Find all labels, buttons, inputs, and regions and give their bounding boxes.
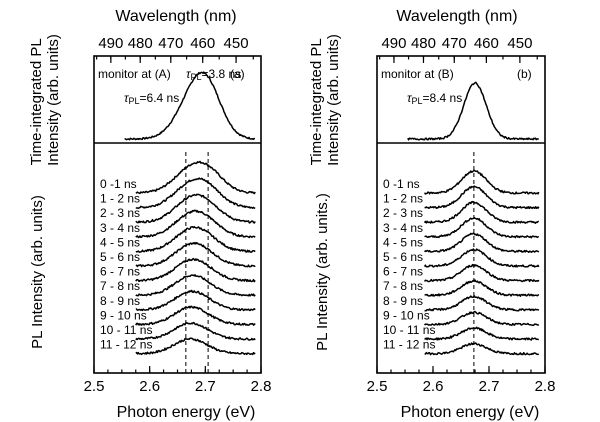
top-tick-label: 470 [158, 35, 183, 52]
panel-a: Wavelength (nm) 490 480 470 460 450 2.5 2.6 2.… [28, 8, 271, 421]
integrated-spectrum-curve [407, 81, 539, 141]
time-resolved-spectrum [135, 177, 256, 210]
time-resolved-spectrum [135, 225, 256, 253]
time-window-label: 0 -1 ns [100, 177, 137, 191]
time-resolved-spectrum [135, 241, 256, 268]
bottom-tick-label: 2.5 [84, 378, 105, 395]
time-resolved-spectrum [424, 279, 540, 297]
panel-a-top-axis-label: Wavelength (nm) [115, 8, 236, 25]
time-resolved-spectrum [423, 200, 539, 224]
top-tick-label: 470 [442, 35, 467, 52]
time-window-label: 11 - 12 ns [383, 338, 435, 352]
panel-a-lower-ylabel: PL Intensity (arb. units) [29, 195, 46, 349]
time-window-label: 9 - 10 ns [100, 308, 147, 322]
time-resolved-spectrum [135, 160, 256, 195]
time-resolved-spectrum [424, 295, 540, 312]
panel-b-monitor-label: monitor at (B) [381, 67, 454, 81]
time-resolved-spectrum [423, 248, 540, 268]
top-tick-label: 450 [507, 35, 532, 52]
bottom-tick-label: 2.6 [139, 378, 160, 395]
time-window-label: 2 - 3 ns [100, 206, 140, 220]
time-window-label: 9 - 10 ns [383, 308, 430, 322]
time-resolved-spectrum [424, 185, 540, 210]
bottom-tick-label: 2.8 [535, 378, 556, 395]
panel-a-tau-6-4: τPL=6.4 ns [124, 91, 179, 106]
bottom-tick-label: 2.5 [367, 378, 388, 395]
time-window-label: 0 -1 ns [383, 177, 420, 191]
time-resolved-spectrum [424, 216, 539, 239]
panel-b-lower-ylabel: PL Intensity (arb. units.) [314, 193, 331, 351]
time-resolved-spectrum [135, 321, 256, 341]
time-window-label: 8 - 9 ns [383, 294, 423, 308]
time-window-label: 3 - 4 ns [383, 221, 423, 235]
panel-a-label: (a) [230, 67, 245, 81]
time-window-label: 8 - 9 ns [100, 294, 140, 308]
panel-b-top-ticks: 490 480 470 460 450 [379, 35, 538, 63]
bottom-tick-label: 2.8 [251, 378, 272, 395]
time-resolved-spectrum [424, 310, 540, 326]
bottom-tick-label: 2.6 [423, 378, 444, 395]
time-resolved-spectrum [135, 274, 256, 297]
panel-b: Wavelength (nm) 490 480 470 460 450 2.5 2.6 2.… [308, 8, 555, 421]
top-tick-label: 490 [381, 35, 406, 52]
time-window-label: 1 - 2 ns [100, 192, 140, 206]
time-window-label: 6 - 7 ns [383, 265, 423, 279]
panel-b-label: (b) [517, 67, 532, 81]
time-resolved-spectrum [135, 337, 256, 356]
time-window-label: 2 - 3 ns [383, 206, 423, 220]
time-window-label: 3 - 4 ns [100, 221, 140, 235]
panel-a-upper-ylabel: Time-integrated PL Intensity (arb. units… [28, 34, 62, 166]
time-window-label: 5 - 6 ns [100, 250, 140, 264]
panel-a-bottom-ticks: 2.5 2.6 2.7 2.8 [84, 366, 272, 395]
time-window-label: 5 - 6 ns [383, 250, 423, 264]
panel-b-bottom-ticks: 2.5 2.6 2.7 2.8 [367, 366, 556, 395]
panel-b-curves [407, 81, 540, 373]
panel-b-tau-8-4: τPL=8.4 ns [407, 91, 462, 106]
top-tick-label: 450 [224, 35, 249, 52]
time-resolved-spectrum [135, 257, 256, 283]
time-resolved-spectrum [135, 305, 256, 326]
bottom-tick-label: 2.7 [195, 378, 216, 395]
time-resolved-spectrum [135, 209, 256, 239]
time-window-label: 1 - 2 ns [383, 192, 423, 206]
time-window-label: 6 - 7 ns [100, 265, 140, 279]
top-tick-label: 460 [190, 35, 215, 52]
panel-a-curves [124, 71, 256, 373]
time-window-label: 4 - 5 ns [100, 235, 140, 249]
time-window-label: 4 - 5 ns [383, 235, 423, 249]
time-resolved-spectrum [135, 193, 256, 224]
time-resolved-spectrum [135, 289, 256, 312]
time-window-label: 7 - 8 ns [100, 279, 140, 293]
panel-a-monitor-label: monitor at (A) [98, 67, 171, 81]
time-window-label: 10 - 11 ns [383, 323, 435, 337]
time-window-label: 7 - 8 ns [383, 279, 423, 293]
time-resolved-spectrum [424, 232, 540, 254]
panel-b-bottom-axis-label: Photon energy (eV) [401, 404, 540, 421]
time-resolved-spectrum [424, 326, 539, 341]
integrated-spectrum-curve [124, 71, 256, 141]
time-resolved-spectrum [424, 342, 540, 356]
time-resolved-spectrum [423, 263, 540, 283]
top-tick-label: 460 [474, 35, 499, 52]
panel-a-bottom-axis-label: Photon energy (eV) [117, 404, 256, 421]
panel-a-row-labels: 0 -1 ns1 - 2 ns2 - 3 ns3 - 4 ns4 - 5 ns5… [100, 177, 152, 352]
bottom-tick-label: 2.7 [479, 378, 500, 395]
time-window-label: 11 - 12 ns [100, 338, 152, 352]
panel-b-upper-ylabel: Time-integrated PL Intensity (arb. units… [308, 34, 342, 166]
time-resolved-spectrum [423, 169, 540, 195]
top-tick-label: 480 [128, 35, 153, 52]
top-tick-label: 480 [411, 35, 436, 52]
panel-b-row-labels: 0 -1 ns1 - 2 ns2 - 3 ns3 - 4 ns4 - 5 ns5… [383, 177, 435, 352]
top-tick-label: 490 [98, 35, 123, 52]
panel-a-top-ticks: 490 480 470 460 450 [96, 35, 254, 63]
panel-b-top-axis-label: Wavelength (nm) [396, 8, 517, 25]
time-window-label: 10 - 11 ns [100, 323, 152, 337]
